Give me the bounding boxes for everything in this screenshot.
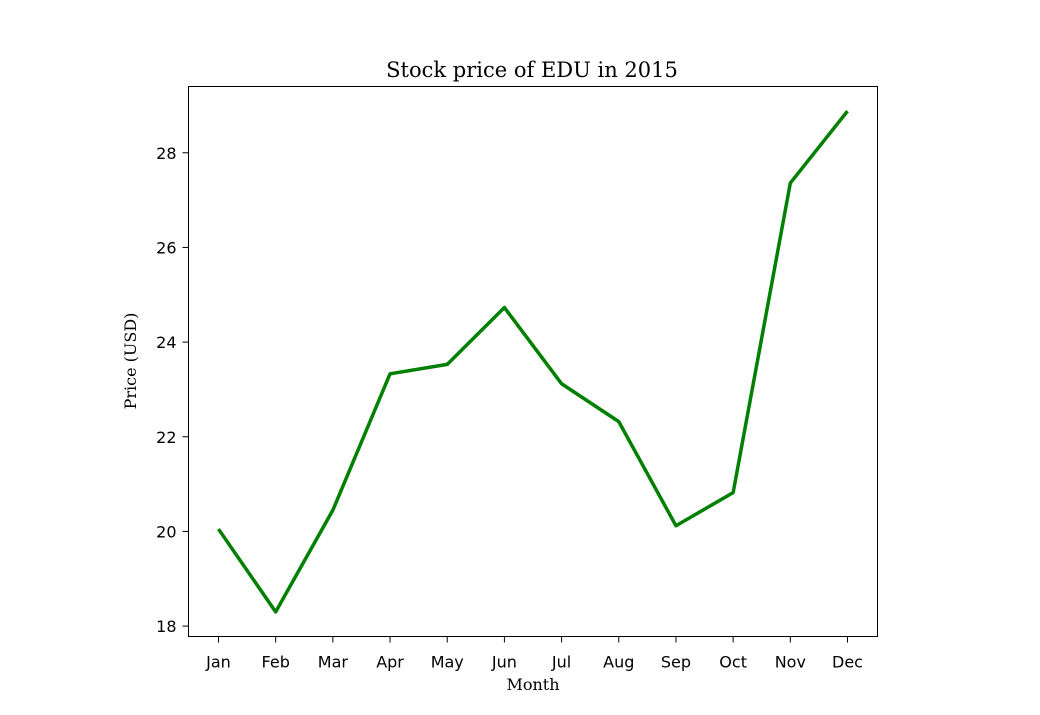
x-tick-label: Mar: [318, 653, 349, 672]
x-tick-label: Oct: [719, 653, 747, 672]
x-tick-label: Sep: [661, 653, 691, 672]
x-axis-label: Month: [506, 675, 559, 694]
y-tick-label: 28: [156, 144, 176, 163]
x-tick-label: Nov: [775, 653, 806, 672]
x-tick-label: Apr: [376, 653, 404, 672]
plot-area-frame: [188, 86, 878, 637]
series-layer: [217, 110, 849, 614]
chart-title: Stock price of EDU in 2015: [386, 58, 678, 82]
y-tick-label: 24: [156, 333, 176, 352]
y-axis-label: Price (USD): [121, 313, 140, 410]
x-tick-label: Jan: [205, 653, 231, 672]
y-tick-label: 20: [156, 522, 176, 541]
x-tick-label: Aug: [603, 653, 634, 672]
y-axis: 18 20 22 24 26 28: [156, 144, 189, 636]
x-tick-label: Jun: [491, 653, 517, 672]
x-tick-label: May: [431, 653, 464, 672]
x-axis: Jan Feb Mar Apr May Jun Jul Aug Sep Oct Nov Dec: [205, 636, 863, 672]
series-line-edu: [217, 110, 849, 614]
x-tick-label: Dec: [832, 653, 863, 672]
x-tick-label: Jul: [551, 653, 571, 672]
y-tick-label: 22: [156, 428, 176, 447]
y-tick-label: 18: [156, 617, 176, 636]
x-tick-label: Feb: [262, 653, 290, 672]
y-tick-label: 26: [156, 238, 176, 257]
